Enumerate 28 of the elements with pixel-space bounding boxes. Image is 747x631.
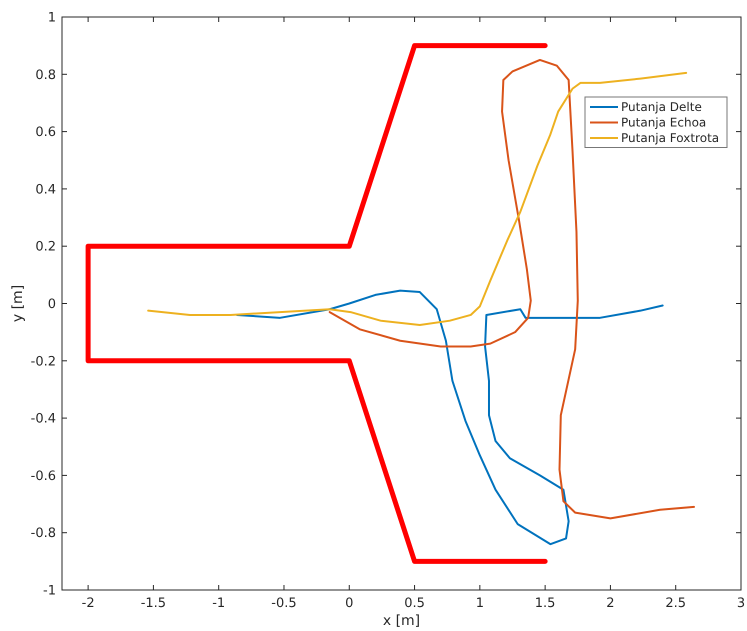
y-axis-title: y [m]	[10, 284, 26, 322]
y-tick-label: -0.4	[30, 412, 56, 427]
line-series	[236, 290, 664, 546]
y-tick-label: 0.2	[35, 240, 56, 255]
x-tick-label: 0	[345, 596, 354, 611]
x-tick-label: 2.5	[665, 596, 686, 611]
x-tick-label: 1.5	[534, 596, 556, 611]
x-tick-label: -0.5	[271, 596, 297, 611]
y-tick-label: -1	[43, 584, 56, 598]
x-tick-label: 1	[476, 596, 484, 611]
y-tick-label: 0	[48, 297, 56, 312]
legend-label: Putanja Delte	[621, 100, 702, 114]
y-tick-label: 0.6	[35, 125, 56, 140]
y-tick-label: 0.4	[35, 182, 56, 198]
x-tick-label: -2	[82, 596, 95, 611]
y-tick-label: -0.2	[30, 354, 56, 370]
x-axis-title: x [m]	[382, 613, 420, 629]
x-tick-label: 3	[736, 596, 746, 611]
y-tick-label: -0.8	[30, 526, 56, 542]
x-tick-label: -1	[212, 596, 226, 611]
y-tick-label: 0.8	[35, 68, 56, 83]
y-tick-label: -0.6	[30, 468, 56, 484]
x-tick-label: 2	[606, 596, 615, 611]
y-tick-label: 1	[48, 10, 56, 26]
x-tick-label: 0.5	[404, 596, 425, 611]
x-tick-label: -1.5	[140, 596, 166, 611]
legend-label: Putanja Foxtrota	[621, 131, 720, 145]
legend-label: Putanja Echoa	[621, 116, 706, 130]
